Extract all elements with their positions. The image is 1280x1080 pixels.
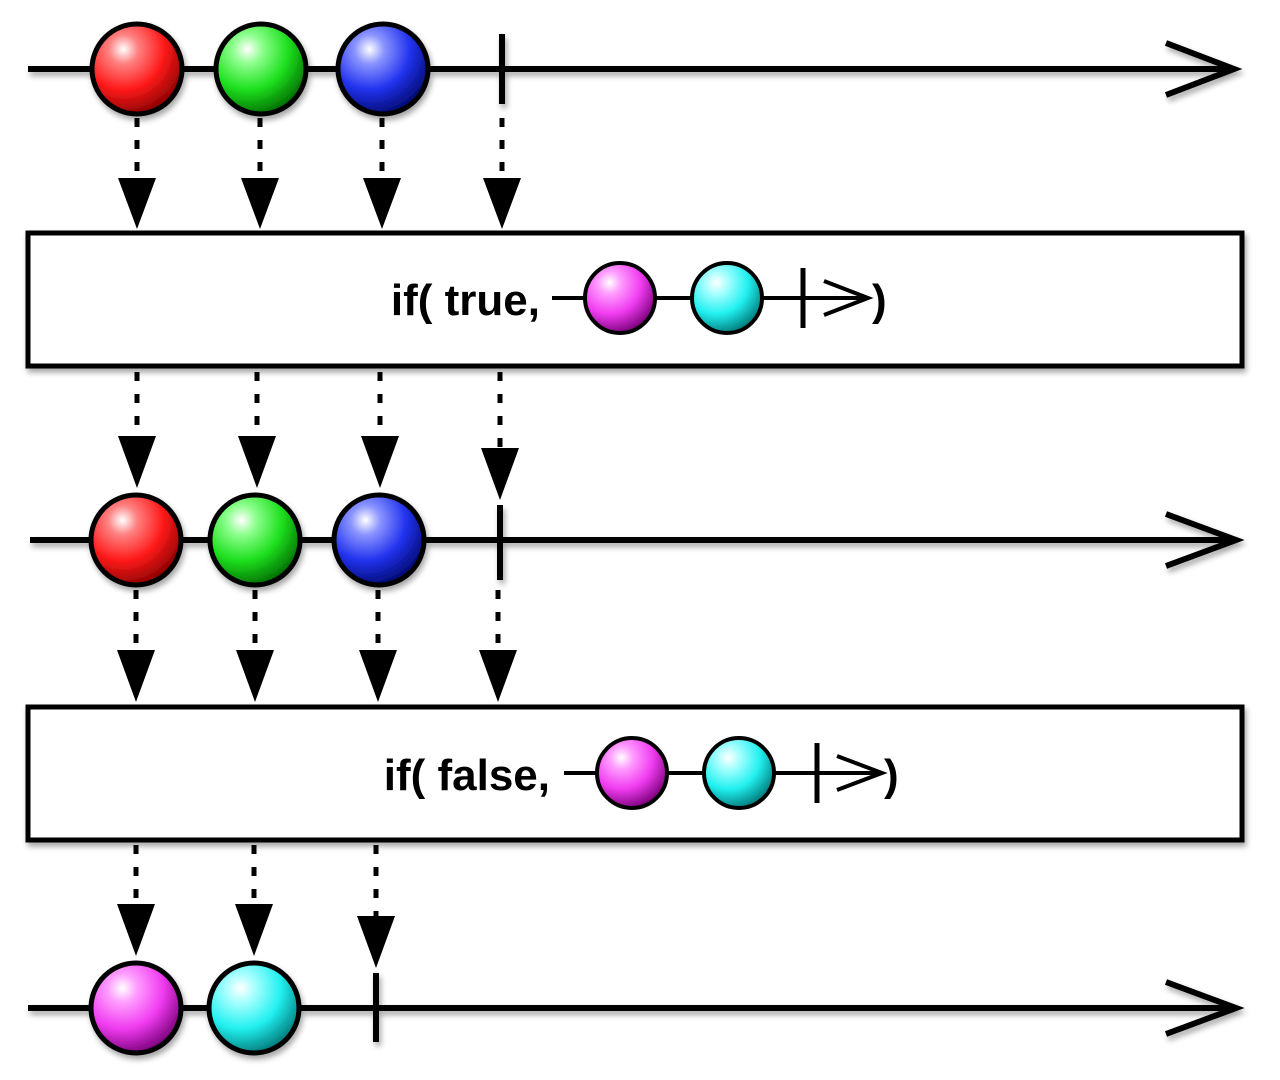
marble-blue: [331, 492, 427, 588]
marble-green: [213, 21, 309, 117]
inline-marble-magenta: [595, 736, 669, 810]
connector-arrowhead: [483, 178, 521, 229]
connector-arrowhead: [117, 650, 155, 702]
operator-label: if( true,: [391, 276, 540, 325]
timeline-arrow-head: [1164, 511, 1245, 569]
connector-arrowhead: [359, 650, 397, 702]
connector-arrowhead: [236, 650, 274, 702]
operator-close-paren: ): [872, 276, 887, 325]
connectors-if-true-to-output: [118, 372, 519, 500]
operator-label: if( false,: [384, 751, 550, 800]
inline-arrow-head: [823, 279, 874, 317]
inline-observable: [564, 736, 888, 810]
inline-observable: [552, 261, 874, 335]
connector-arrowhead: [357, 916, 395, 968]
connector-arrowhead: [118, 178, 156, 229]
operator-if-true: if( true, ): [25, 230, 1245, 369]
inline-marble-magenta: [583, 261, 657, 335]
inline-arrow-head: [836, 754, 888, 792]
connector-arrowhead: [479, 650, 517, 702]
connector-arrowhead: [117, 904, 155, 956]
connectors-output-to-if-false: [117, 590, 517, 702]
inline-marble-cyan: [690, 261, 764, 335]
marble-blue: [335, 21, 431, 117]
connector-arrowhead: [241, 178, 279, 229]
connector-arrowhead: [238, 436, 276, 488]
timeline-arrow-head: [1164, 40, 1243, 98]
connector-arrowhead: [481, 448, 519, 500]
marble-cyan: [206, 960, 302, 1056]
connector-arrowhead: [235, 904, 273, 956]
operator-if-false: if( false, ): [25, 704, 1245, 843]
source-timeline: [28, 21, 1243, 117]
if-false-output-timeline: [28, 960, 1245, 1056]
connectors-source-to-if-true: [118, 118, 521, 229]
marble-red: [88, 492, 184, 588]
timeline-arrow-head: [1164, 979, 1245, 1037]
if-true-output-timeline: [30, 492, 1245, 588]
connector-arrowhead: [363, 178, 401, 229]
operator-close-paren: ): [884, 751, 899, 800]
marble-magenta: [88, 960, 184, 1056]
marble-red: [89, 21, 185, 117]
inline-marble-cyan: [702, 736, 776, 810]
connector-arrowhead: [118, 436, 156, 488]
marble-green: [207, 492, 303, 588]
connectors-if-false-to-output: [117, 845, 395, 968]
connector-arrowhead: [361, 436, 399, 488]
